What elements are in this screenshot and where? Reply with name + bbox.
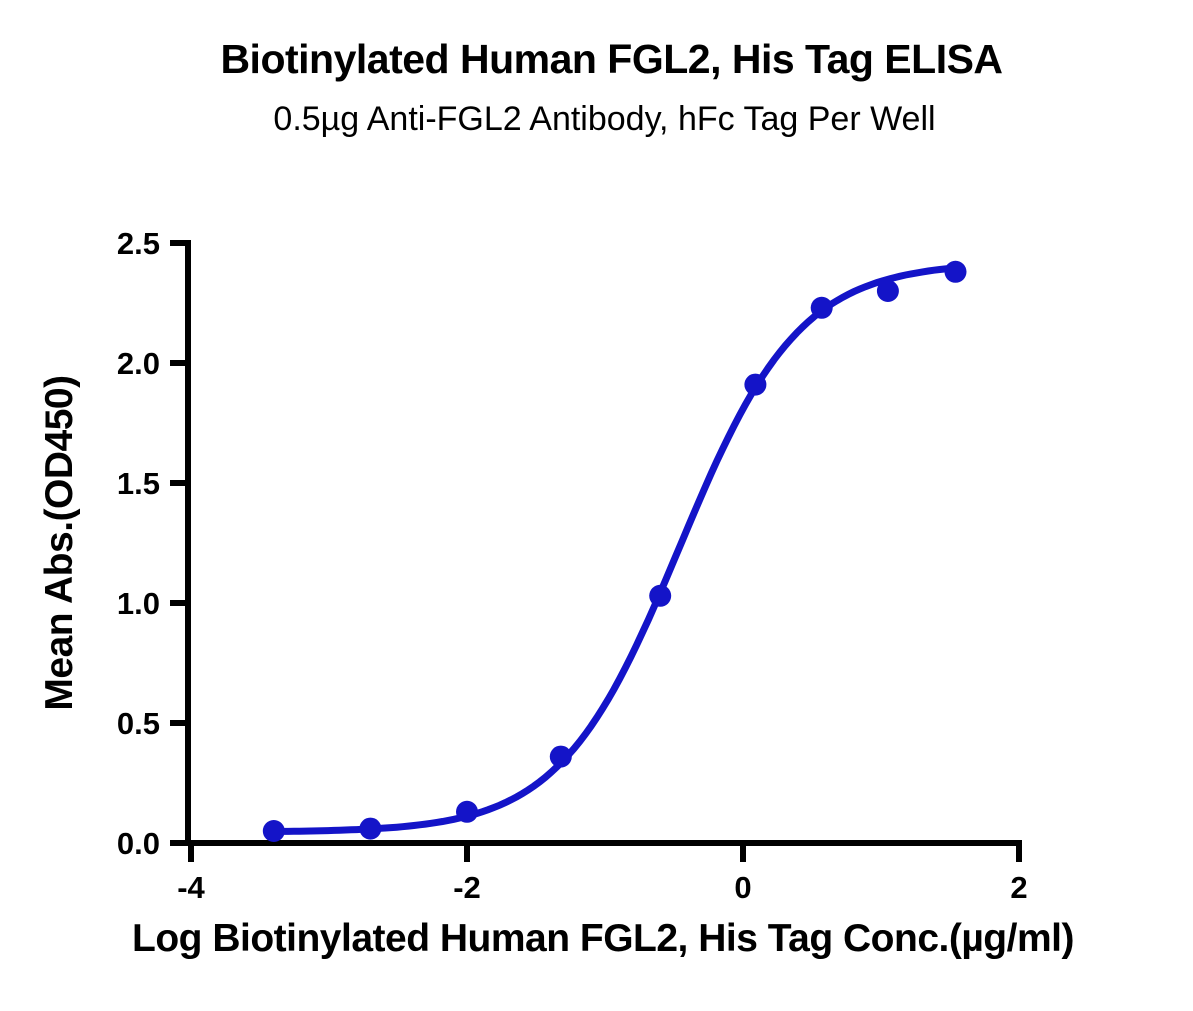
- x-axis-ticks: [188, 843, 1022, 862]
- data-point: [456, 800, 478, 823]
- y-tick-label: 2.0: [117, 346, 160, 381]
- y-axis-ticks: [170, 240, 188, 846]
- data-point: [359, 817, 382, 840]
- y-tick-labels: 0.0 0.5 1.0 1.5 2.0 2.5: [117, 226, 160, 861]
- y-tick-label: 0.0: [117, 826, 160, 861]
- x-axis-title: Log Biotinylated Human FGL2, His Tag Con…: [132, 917, 1074, 960]
- data-point: [810, 296, 833, 319]
- x-tick-labels: -4 -2 0 2: [177, 870, 1027, 905]
- x-tick-label: 2: [1010, 870, 1027, 905]
- chart-title: Biotinylated Human FGL2, His Tag ELISA: [220, 36, 1003, 82]
- chart-subtitle: 0.5µg Anti-FGL2 Antibody, hFc Tag Per We…: [273, 100, 936, 138]
- data-point: [744, 373, 767, 396]
- data-point: [549, 745, 572, 768]
- data-point: [649, 584, 672, 607]
- data-point: [262, 820, 285, 842]
- data-point: [944, 260, 967, 283]
- x-tick-label: 0: [734, 870, 751, 905]
- data-points: [262, 260, 967, 842]
- y-tick-label: 1.5: [117, 466, 160, 501]
- y-tick-label: 1.0: [117, 586, 160, 621]
- x-tick-label: -4: [177, 870, 205, 905]
- y-tick-label: 2.5: [117, 226, 160, 261]
- y-tick-label: 0.5: [117, 706, 160, 741]
- y-axis-title: Mean Abs.(OD450): [38, 375, 81, 710]
- axes: [185, 240, 1022, 846]
- data-point: [876, 280, 899, 302]
- x-tick-label: -2: [453, 870, 481, 905]
- fit-curve-line: [267, 264, 961, 836]
